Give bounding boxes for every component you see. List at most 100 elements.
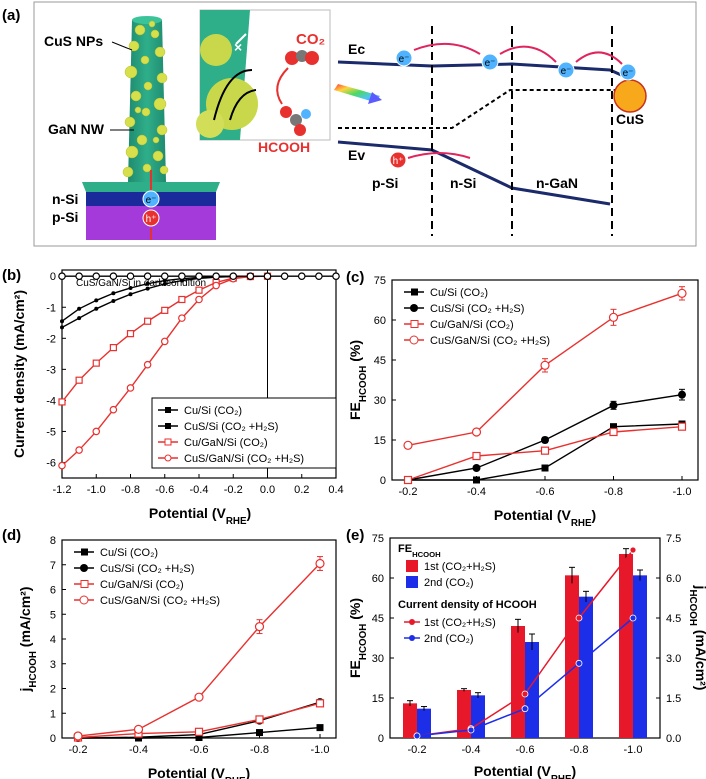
panel-d-label: (d)	[2, 527, 21, 544]
blocked-mark: ×	[234, 39, 242, 55]
n-gan-region-label: n-GaN	[536, 175, 578, 191]
y-tick-label: 0	[50, 733, 56, 745]
y-right-tick-label: 1.5	[666, 693, 681, 705]
data-point	[629, 614, 637, 622]
bar	[457, 690, 471, 738]
y-tick-label: 0	[50, 271, 56, 283]
x-tick-label: -0.2	[69, 744, 88, 756]
ev-label: Ev	[348, 147, 365, 163]
y-tick-label: 1	[50, 708, 56, 720]
x-tick-label: 0.0	[260, 484, 275, 496]
data-point	[610, 423, 617, 431]
legend-marker	[410, 304, 418, 312]
cus-nanoparticles	[122, 20, 169, 178]
data-point	[58, 461, 66, 470]
cus-particle	[613, 79, 647, 113]
data-point	[521, 690, 529, 698]
cus-nanoparticle	[152, 136, 160, 144]
zoom-inset: × CO₂ HCOOH	[196, 9, 331, 155]
data-point	[403, 440, 413, 450]
data-point	[471, 427, 482, 437]
data-point	[145, 281, 150, 286]
data-point	[540, 360, 550, 370]
data-point	[195, 295, 203, 304]
x-tick-label: 0.4	[328, 484, 343, 496]
cus-nanoparticle	[140, 55, 150, 65]
y-tick-label: 8	[50, 535, 56, 547]
electron-icon	[557, 61, 575, 79]
gan-nw-label: GaN NW	[48, 121, 105, 137]
x-tick-label: -1.2	[53, 484, 72, 496]
data-point	[194, 727, 204, 736]
data-point	[575, 659, 583, 667]
bar	[565, 575, 579, 738]
data-point	[315, 699, 325, 708]
y-right-tick-label: 0.0	[666, 733, 681, 745]
p-si-label: p-Si	[52, 209, 78, 225]
legend-title-j: Current density of HCOOH	[398, 599, 537, 611]
data-point	[315, 558, 325, 569]
x-tick-label: -1.0	[624, 744, 643, 756]
chart-e: -0.2 -0.4 -0.6 -0.8 -1.0 0 15 30 45 60 75 0.0 1.5 3.0…	[347, 533, 706, 779]
data-point	[161, 306, 169, 314]
y-tick-label: -3	[46, 364, 56, 376]
y-tick-label: -1	[46, 302, 56, 314]
x-tick-label: -0.6	[155, 484, 174, 496]
fermi-level	[338, 89, 630, 129]
y-tick-label: 0	[378, 733, 384, 745]
data-point	[128, 292, 133, 297]
legend-marker	[411, 288, 418, 296]
cus-nanoparticle	[148, 20, 156, 28]
data-point	[263, 272, 272, 281]
data-point	[143, 272, 152, 281]
data-point	[609, 401, 618, 410]
x-tick-label: -0.4	[129, 744, 148, 756]
data-point	[540, 446, 550, 455]
bar	[619, 554, 633, 738]
cus-nanoparticle	[156, 124, 168, 136]
y-right-axis-label: jHCOOH (mA/cm²)	[688, 585, 706, 691]
blocked-path	[235, 33, 247, 45]
cus-nanoparticle	[134, 24, 146, 36]
y-tick-label: 15	[372, 693, 384, 705]
data-point	[677, 422, 687, 431]
legend-label: CuS/GaN/Si (CO₂ +H₂S)	[184, 453, 304, 465]
legend-label: Cu/Si (CO₂)	[184, 405, 242, 417]
cus-nanoparticle	[122, 166, 134, 178]
data-point	[92, 359, 100, 367]
data-point	[143, 360, 152, 369]
y-right-tick-label: 3.0	[666, 653, 681, 665]
legend-marker	[410, 320, 419, 328]
data-point	[316, 724, 324, 732]
x-tick-label: -0.4	[462, 744, 481, 756]
data-point	[126, 330, 135, 338]
legend-label: CuS/Si (CO₂ +H₂S)	[184, 421, 278, 433]
cus-nanoparticle	[153, 97, 167, 111]
data-point	[160, 272, 169, 281]
x-tick-label: -0.8	[570, 744, 589, 756]
legend-label: 1st (CO₂+H₂S)	[424, 561, 496, 573]
x-tick-label: -0.2	[224, 484, 243, 496]
data-point	[212, 272, 220, 281]
legend-marker	[165, 423, 171, 429]
data-point	[521, 705, 529, 713]
cus-nanoparticle	[130, 90, 142, 102]
x-tick-label: -0.8	[121, 484, 140, 496]
data-point	[178, 314, 186, 322]
cus-nanoparticle	[143, 81, 153, 91]
data-point	[160, 337, 169, 346]
chart-b: -1.2 -1.0 -0.8 -0.6 -0.4 -0.2 0.0 0.2 0.4 0 -1 -2 -3…	[11, 269, 344, 527]
cus-nanoparticle	[159, 165, 169, 175]
hydrogen-atom	[301, 109, 311, 119]
data-point	[144, 317, 152, 325]
electron-path	[213, 69, 253, 121]
y-right-tick-label: 4.5	[666, 613, 681, 625]
bar	[403, 703, 417, 738]
cus-nanoparticle	[136, 134, 148, 146]
data-point	[73, 731, 83, 741]
data-point	[255, 715, 264, 724]
band-diagram: Ec Ev p-Si n-Si n-GaN CuS e⁻ e⁻ e⁻ e⁻ h⁺	[334, 26, 647, 236]
gan-nanowire	[122, 16, 169, 182]
legend-label: Cu/Si (CO₂)	[100, 547, 158, 559]
